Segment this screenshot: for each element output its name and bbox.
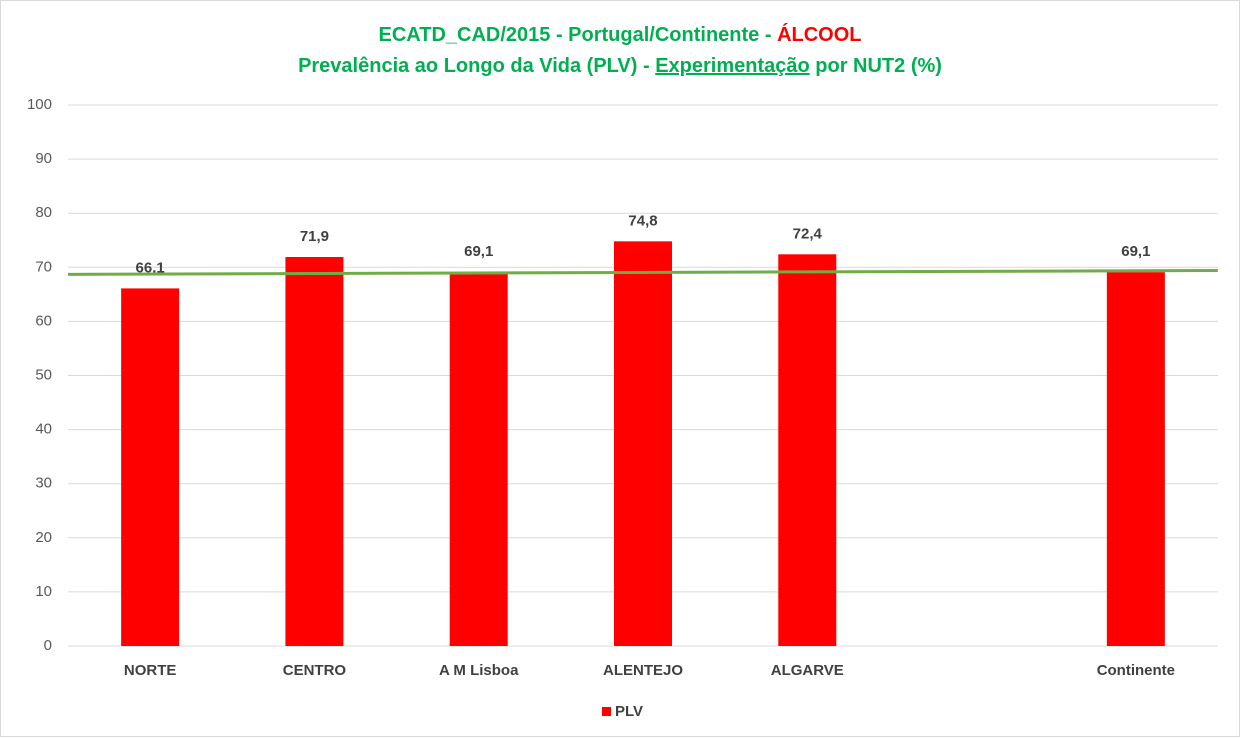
data-label: 74,8 xyxy=(628,212,657,229)
x-tick-label: A M Lisboa xyxy=(439,662,519,679)
data-label: 72,4 xyxy=(793,225,823,242)
subtitle-part: por NUT2 (%) xyxy=(810,55,942,77)
legend-swatch xyxy=(602,707,611,716)
x-tick-label: Continente xyxy=(1097,662,1175,679)
x-tick-label: ALGARVE xyxy=(771,662,844,679)
y-tick-label: 10 xyxy=(35,583,52,600)
chart-subtitle: Prevalência ao Longo da Vida (PLV) - Exp… xyxy=(298,55,942,77)
y-tick-label: 70 xyxy=(35,258,52,275)
bar xyxy=(614,241,672,646)
y-tick-label: 60 xyxy=(35,312,52,329)
bar xyxy=(778,254,837,647)
bar xyxy=(1106,272,1165,646)
x-tick-label: CENTRO xyxy=(283,662,347,679)
y-tick-label: 90 xyxy=(35,150,52,167)
subtitle-part: Prevalência ao Longo da Vida (PLV) - xyxy=(298,55,655,77)
bar xyxy=(449,272,508,646)
data-label: 69,1 xyxy=(1121,243,1150,260)
data-label: 71,9 xyxy=(300,228,329,245)
x-tick-label: NORTE xyxy=(124,662,177,679)
title-part: ECATD_CAD/2015 - Portugal/Continente - xyxy=(379,24,778,46)
y-tick-label: 30 xyxy=(35,475,52,492)
y-tick-label: 20 xyxy=(35,529,52,546)
data-label: 66,1 xyxy=(136,259,165,276)
x-tick-label: ALENTEJO xyxy=(603,662,683,679)
data-label: 69,1 xyxy=(464,243,493,260)
chart-title: ECATD_CAD/2015 - Portugal/Continente - Á… xyxy=(379,23,862,46)
bar xyxy=(121,288,180,646)
trendline xyxy=(67,269,1218,276)
legend-label: PLV xyxy=(615,703,643,720)
title-part: ÁLCOOL xyxy=(777,23,861,46)
bar xyxy=(285,257,344,646)
y-tick-label: 80 xyxy=(35,204,52,221)
y-tick-label: 40 xyxy=(35,421,52,438)
y-tick-label: 0 xyxy=(44,637,52,654)
y-tick-label: 100 xyxy=(27,96,52,113)
y-tick-label: 50 xyxy=(35,366,52,383)
subtitle-part: Experimentação xyxy=(655,55,810,77)
